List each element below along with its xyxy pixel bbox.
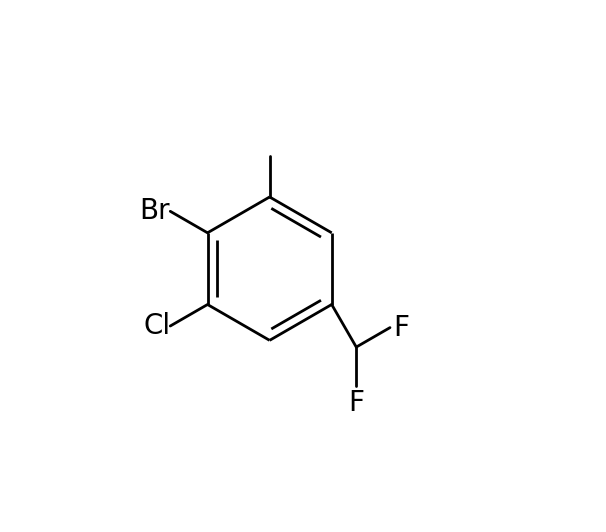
Text: F: F bbox=[348, 389, 364, 417]
Text: Cl: Cl bbox=[143, 312, 170, 340]
Text: F: F bbox=[393, 314, 409, 342]
Text: Br: Br bbox=[139, 197, 170, 226]
